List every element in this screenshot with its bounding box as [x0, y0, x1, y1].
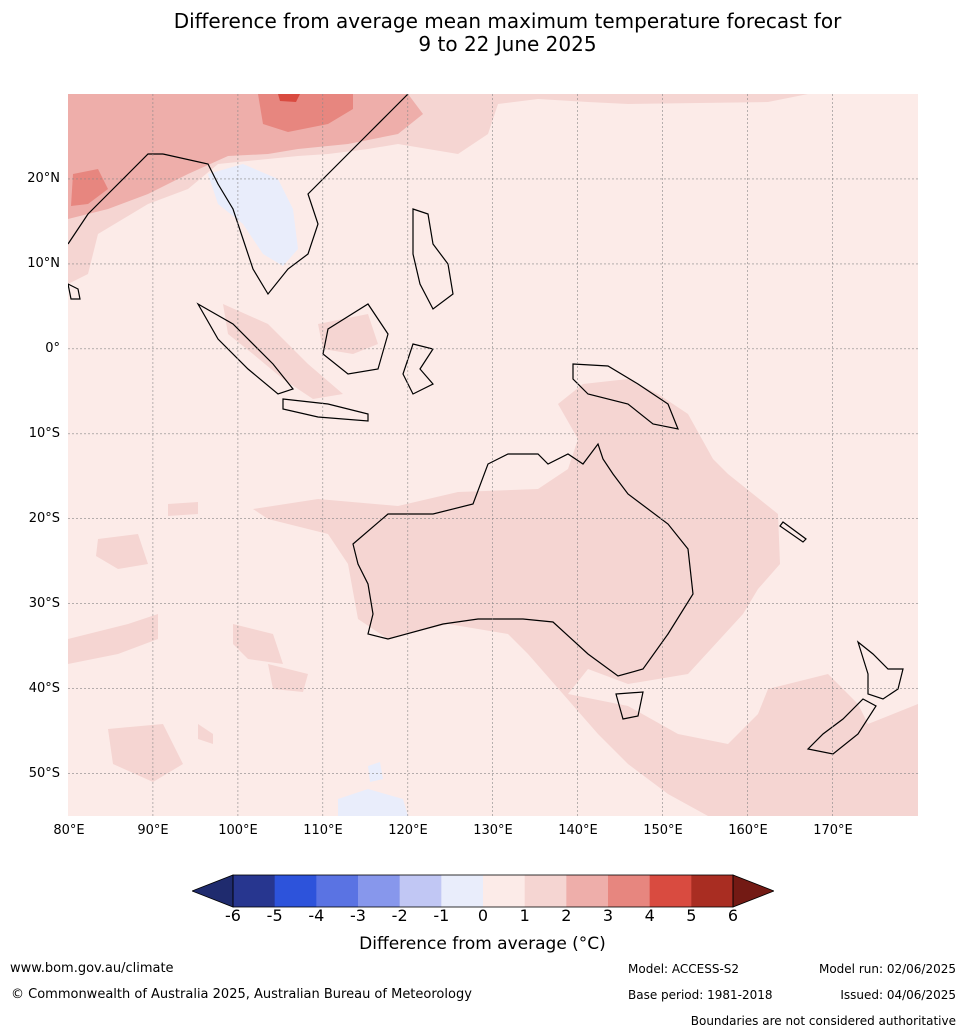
sri-lanka-coastline [68, 283, 81, 300]
colorbar-tick-label: 3 [602, 906, 614, 925]
colorbar-tick-label: 0 [477, 906, 489, 925]
lon-label-160e: 160°E [728, 823, 768, 838]
warm-region-australia [253, 379, 918, 816]
lat-label-10s: 10°S [28, 426, 60, 441]
colorbar [192, 874, 774, 908]
footer-base-period: Base period: 1981-2018 [628, 988, 773, 1002]
lon-label-130e: 130°E [473, 823, 513, 838]
lat-label-30s: 30°S [28, 596, 60, 611]
colorbar-over-arrow [732, 874, 774, 908]
colorbar-cell [691, 875, 734, 907]
colorbar-frame [232, 874, 734, 908]
footer-url[interactable]: www.bom.gov.au/climate [10, 961, 174, 976]
warm-region-asia-3 [71, 94, 353, 206]
colorbar-cell [316, 875, 359, 907]
warm-patch-1 [96, 534, 148, 569]
lat-label-20s: 20°S [28, 511, 60, 526]
lat-label-0: 0° [45, 341, 60, 356]
lon-label-100e: 100°E [218, 823, 258, 838]
warm-patch-6 [168, 502, 198, 516]
colorbar-tick-label: -6 [225, 906, 241, 925]
cool-region-indochina [208, 164, 298, 266]
cool-patch-2 [368, 762, 383, 782]
india-coastline [68, 153, 163, 245]
colorbar-label: Difference from average (°C) [359, 934, 606, 954]
lon-label-110e: 110°E [303, 823, 343, 838]
colorbar-cell [399, 875, 442, 907]
new-zealand-north-coastline [856, 640, 904, 700]
lon-label-170e: 170°E [813, 823, 853, 838]
warm-patch-5 [108, 724, 183, 782]
lat-label-50s: 50°S [28, 766, 60, 781]
tasmania-coastline [615, 691, 644, 720]
lat-label-20n: 20°N [27, 171, 60, 186]
colorbar-tick-label: 5 [686, 906, 697, 925]
footer-issued: Issued: 04/06/2025 [840, 988, 956, 1002]
colorbar-tick-label: -4 [308, 906, 325, 925]
colorbar-cell [274, 875, 317, 907]
warm-region-asia-2 [68, 94, 423, 219]
footer-copyright: © Commonwealth of Australia 2025, Austra… [11, 987, 472, 1002]
colorbar-cells [233, 875, 734, 907]
chart-title: Difference from average mean maximum tem… [0, 10, 965, 56]
colorbar-cell [358, 875, 401, 907]
lat-label-40s: 40°S [28, 681, 60, 696]
title-line-1: Difference from average mean maximum tem… [173, 9, 842, 33]
warm-patch-7 [198, 724, 213, 744]
new-guinea-coastline [572, 363, 679, 430]
new-zealand-south-coastline [806, 698, 877, 755]
colorbar-tick-label: 1 [519, 906, 530, 925]
title-line-2: 9 to 22 June 2025 [418, 32, 597, 56]
colorbar-under-arrow [192, 874, 234, 908]
lon-label-140e: 140°E [558, 823, 598, 838]
lon-label-150e: 150°E [643, 823, 683, 838]
colorbar-tick-label: -1 [433, 906, 450, 925]
lon-label-120e: 120°E [388, 823, 428, 838]
colorbar-cell [608, 875, 651, 907]
australia-coastline [352, 442, 694, 677]
colorbar-tick-label: -5 [266, 906, 283, 925]
warm-patch-4 [268, 664, 308, 692]
philippines-coastline [412, 208, 454, 310]
colorbar-cell [233, 875, 276, 907]
graticule [68, 94, 918, 816]
lon-label-90e: 90°E [137, 823, 169, 838]
colorbar-cell [649, 875, 692, 907]
warm-patch-3 [233, 624, 283, 664]
colorbar-cell [441, 875, 484, 907]
warm-patch-2 [68, 614, 158, 664]
colorbar-cell [483, 875, 526, 907]
colorbar-tick-label: -2 [391, 906, 408, 925]
colorbar-tick-label: 4 [644, 906, 655, 925]
indochina-coastline [162, 94, 409, 296]
colorbar-cell [524, 875, 567, 907]
footer-model: Model: ACCESS-S2 [628, 962, 740, 976]
colorbar-tick-label: -3 [350, 906, 366, 925]
lon-label-80e: 80°E [53, 823, 85, 838]
footer-model-run: Model run: 02/06/2025 [818, 962, 956, 976]
colorbar-tick-label: 6 [727, 906, 739, 925]
footer-disclaimer: Boundaries are not considered authoritat… [690, 1014, 956, 1028]
sumatra-coastline [196, 302, 295, 395]
colorbar-cell [566, 875, 609, 907]
colorbar-tick-label: 2 [561, 906, 572, 925]
cool-patch-1 [338, 789, 408, 816]
temperature-anomaly-map [68, 94, 918, 816]
java-coastline [282, 398, 369, 422]
new-caledonia-coastline [779, 521, 807, 543]
lat-label-10n: 10°N [27, 256, 60, 271]
warm-region-maritime [223, 304, 378, 399]
warm-region-asia-4 [278, 94, 300, 102]
